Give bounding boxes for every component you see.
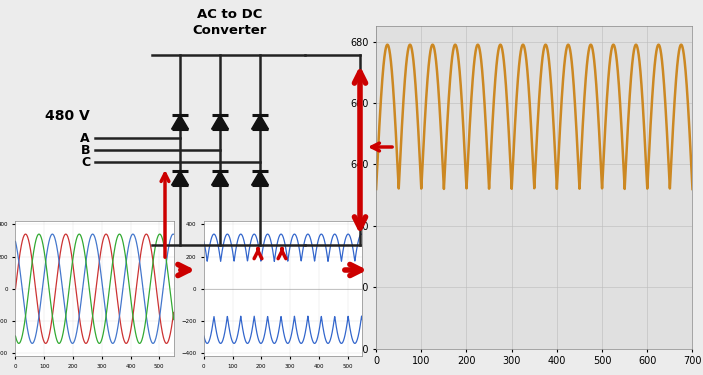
Text: C: C [81, 156, 90, 168]
Text: 480 V: 480 V [45, 109, 90, 123]
Polygon shape [172, 115, 188, 129]
Polygon shape [252, 171, 269, 185]
Text: AC to DC
Converter: AC to DC Converter [193, 9, 267, 38]
Text: B: B [81, 144, 90, 156]
Polygon shape [212, 171, 228, 185]
Polygon shape [252, 115, 269, 129]
Text: A: A [80, 132, 90, 144]
Polygon shape [172, 171, 188, 185]
Polygon shape [212, 115, 228, 129]
